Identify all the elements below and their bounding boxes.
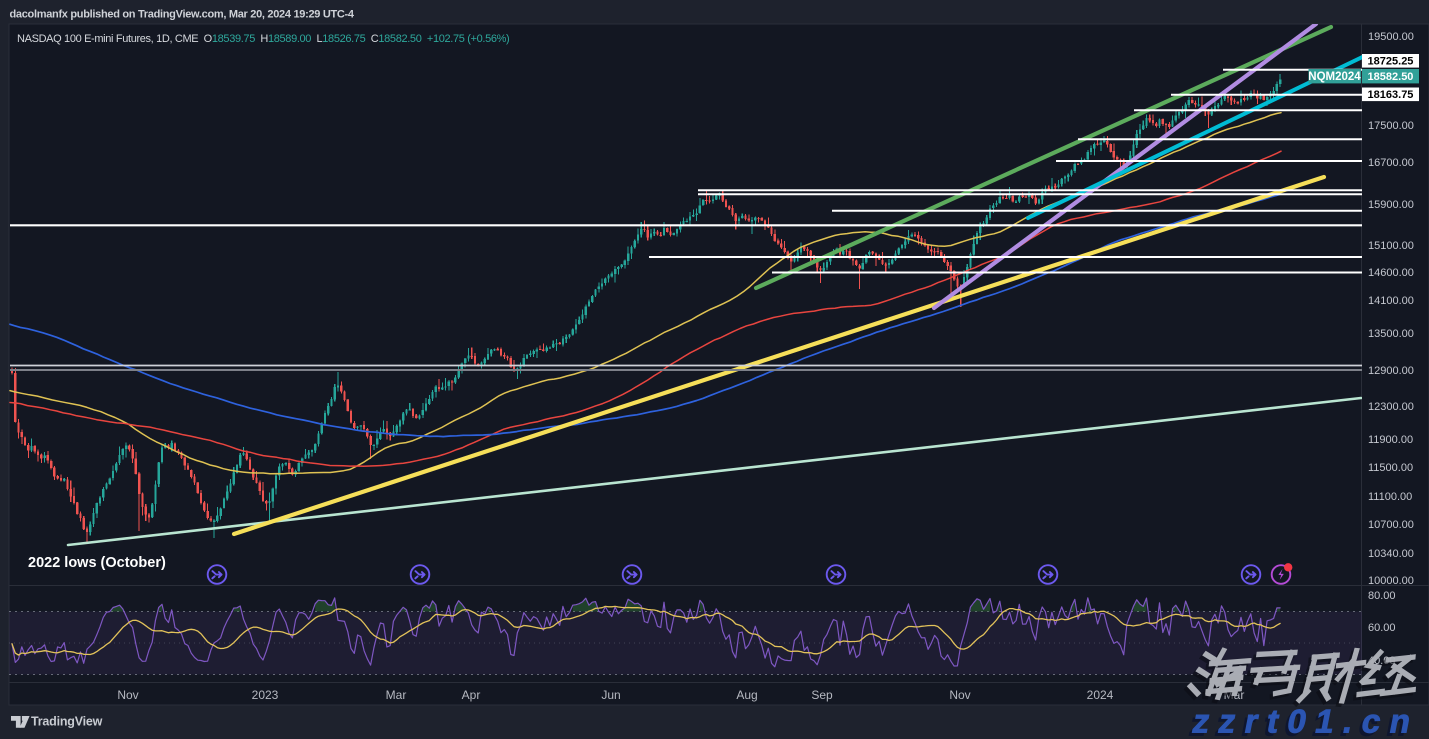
svg-text:12900.00: 12900.00 bbox=[1368, 365, 1414, 377]
svg-text:10700.00: 10700.00 bbox=[1368, 519, 1414, 531]
svg-text:13500.00: 13500.00 bbox=[1368, 328, 1414, 340]
svg-text:14100.00: 14100.00 bbox=[1368, 295, 1414, 307]
svg-text:Nov: Nov bbox=[949, 688, 970, 702]
svg-text:NQM2024: NQM2024 bbox=[1308, 71, 1361, 83]
svg-text:15100.00: 15100.00 bbox=[1368, 240, 1414, 252]
svg-text:19500.00: 19500.00 bbox=[1368, 31, 1414, 43]
svg-text:2023: 2023 bbox=[252, 688, 279, 702]
svg-text:18725.25: 18725.25 bbox=[1368, 56, 1414, 68]
svg-text:dacolmanfx published on Tradin: dacolmanfx published on TradingView.com,… bbox=[10, 9, 355, 21]
svg-text:80.00: 80.00 bbox=[1368, 590, 1396, 602]
svg-text:Sep: Sep bbox=[811, 688, 833, 702]
svg-text:17500.00: 17500.00 bbox=[1368, 120, 1414, 132]
svg-text:Mar: Mar bbox=[386, 688, 407, 702]
svg-text:11900.00: 11900.00 bbox=[1368, 434, 1413, 446]
svg-text:10000.00: 10000.00 bbox=[1368, 575, 1414, 587]
svg-text:60.00: 60.00 bbox=[1368, 622, 1396, 634]
svg-text:Nov: Nov bbox=[117, 688, 138, 702]
svg-text:zzrt01.cn: zzrt01.cn bbox=[1189, 704, 1423, 739]
svg-text:18163.75: 18163.75 bbox=[1368, 89, 1414, 101]
svg-text:TradingView: TradingView bbox=[31, 715, 103, 729]
svg-text:12300.00: 12300.00 bbox=[1368, 401, 1414, 413]
svg-text:14600.00: 14600.00 bbox=[1368, 267, 1414, 279]
svg-text:Apr: Apr bbox=[462, 688, 481, 702]
svg-text:NASDAQ 100 E-mini Futures, 1D,: NASDAQ 100 E-mini Futures, 1D, CME O1853… bbox=[17, 33, 509, 45]
svg-text:Jun: Jun bbox=[601, 688, 620, 702]
svg-text:Aug: Aug bbox=[736, 688, 757, 702]
svg-text:2024: 2024 bbox=[1087, 688, 1114, 702]
svg-text:15900.00: 15900.00 bbox=[1368, 199, 1414, 211]
svg-text:2022 lows (October): 2022 lows (October) bbox=[28, 555, 166, 571]
svg-text:18582.50: 18582.50 bbox=[1368, 71, 1414, 83]
svg-text:11100.00: 11100.00 bbox=[1368, 491, 1412, 503]
svg-text:10340.00: 10340.00 bbox=[1368, 548, 1414, 560]
svg-text:11500.00: 11500.00 bbox=[1368, 462, 1413, 474]
svg-text:16700.00: 16700.00 bbox=[1368, 157, 1414, 169]
svg-text:zzrt01.cn: zzrt01.cn bbox=[1186, 707, 1420, 739]
